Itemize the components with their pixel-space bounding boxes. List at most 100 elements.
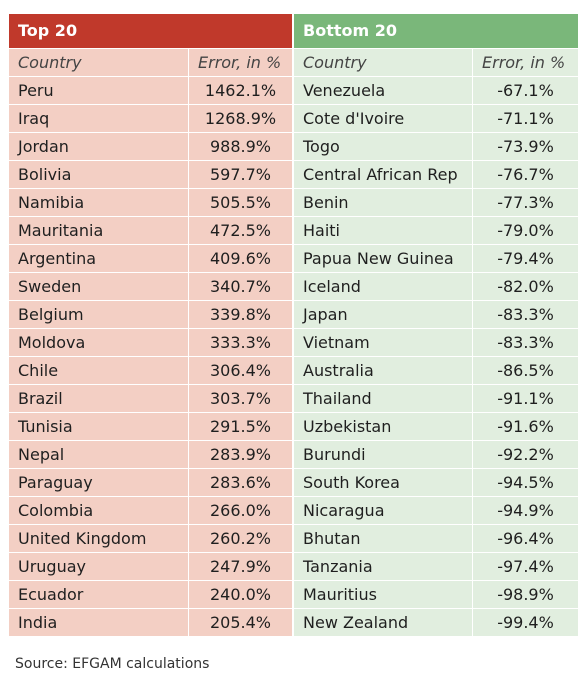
error-cell: 333.3% <box>188 329 292 356</box>
top-20-header-row: Country Error, in % <box>9 48 292 76</box>
country-cell: Belgium <box>18 305 84 324</box>
bottom-20-rows: Venezuela -67.1% Cote d'Ivoire -71.1% Togo -7… <box>294 76 578 636</box>
country-column-header: Country <box>18 53 82 72</box>
error-column-header: Error, in % <box>188 49 292 76</box>
error-cell: -97.4% <box>472 553 578 580</box>
error-cell: -91.1% <box>472 385 578 412</box>
error-cell: -67.1% <box>472 77 578 104</box>
table-row: Brazil 303.7% <box>9 384 292 412</box>
error-cell: -98.9% <box>472 581 578 608</box>
table-row: Nicaragua -94.9% <box>294 496 578 524</box>
table-row: India 205.4% <box>9 608 292 636</box>
error-cell: -83.3% <box>472 329 578 356</box>
table-row: Peru 1462.1% <box>9 76 292 104</box>
table-row: Australia -86.5% <box>294 356 578 384</box>
error-cell: 240.0% <box>188 581 292 608</box>
country-cell: New Zealand <box>303 613 409 632</box>
country-cell: Benin <box>303 193 349 212</box>
error-cell: 597.7% <box>188 161 292 188</box>
error-cell: -77.3% <box>472 189 578 216</box>
error-cell: 306.4% <box>188 357 292 384</box>
table-row: United Kingdom 260.2% <box>9 524 292 552</box>
error-cell: 988.9% <box>188 133 292 160</box>
country-cell: Central African Rep <box>303 165 458 184</box>
country-cell: Thailand <box>303 389 372 408</box>
error-cell: 1268.9% <box>188 105 292 132</box>
table-row: Benin -77.3% <box>294 188 578 216</box>
error-cell: -92.2% <box>472 441 578 468</box>
error-cell: 409.6% <box>188 245 292 272</box>
table-row: Haiti -79.0% <box>294 216 578 244</box>
country-cell: India <box>18 613 58 632</box>
table-row: Cote d'Ivoire -71.1% <box>294 104 578 132</box>
table-row: Jordan 988.9% <box>9 132 292 160</box>
table-row: Tanzania -97.4% <box>294 552 578 580</box>
country-cell: Vietnam <box>303 333 370 352</box>
country-cell: Japan <box>303 305 348 324</box>
error-cell: 283.9% <box>188 441 292 468</box>
country-cell: Moldova <box>18 333 86 352</box>
error-cell: 303.7% <box>188 385 292 412</box>
table-row: Uruguay 247.9% <box>9 552 292 580</box>
top-20-rows: Peru 1462.1% Iraq 1268.9% Jordan 988.9% Bolivi… <box>9 76 292 636</box>
table-row: Colombia 266.0% <box>9 496 292 524</box>
table-row: Thailand -91.1% <box>294 384 578 412</box>
table-row: Belgium 339.8% <box>9 300 292 328</box>
error-cell: 472.5% <box>188 217 292 244</box>
table-row: Venezuela -67.1% <box>294 76 578 104</box>
bottom-20-title: Bottom 20 <box>294 14 578 48</box>
country-cell: Uzbekistan <box>303 417 392 436</box>
error-cell: -79.4% <box>472 245 578 272</box>
country-cell: Paraguay <box>18 473 93 492</box>
country-cell: Uruguay <box>18 557 86 576</box>
country-cell: Tunisia <box>18 417 73 436</box>
table-row: Moldova 333.3% <box>9 328 292 356</box>
table-row: Iceland -82.0% <box>294 272 578 300</box>
table-row: Mauritania 472.5% <box>9 216 292 244</box>
country-cell: Jordan <box>18 137 69 156</box>
country-cell: Cote d'Ivoire <box>303 109 405 128</box>
error-cell: 260.2% <box>188 525 292 552</box>
country-cell: Bhutan <box>303 529 361 548</box>
error-cell: 205.4% <box>188 609 292 636</box>
error-cell: 505.5% <box>188 189 292 216</box>
error-cell: -96.4% <box>472 525 578 552</box>
error-cell: -94.5% <box>472 469 578 496</box>
country-cell: Togo <box>303 137 340 156</box>
table-row: Paraguay 283.6% <box>9 468 292 496</box>
table-row: Namibia 505.5% <box>9 188 292 216</box>
error-cell: -82.0% <box>472 273 578 300</box>
country-cell: Tanzania <box>303 557 373 576</box>
top-20-title: Top 20 <box>9 14 292 48</box>
country-cell: Mauritania <box>18 221 104 240</box>
table-row: Ecuador 240.0% <box>9 580 292 608</box>
country-cell: Namibia <box>18 193 85 212</box>
error-cell: 283.6% <box>188 469 292 496</box>
country-cell: Ecuador <box>18 585 84 604</box>
error-cell: -86.5% <box>472 357 578 384</box>
table-row: Nepal 283.9% <box>9 440 292 468</box>
table-row: Mauritius -98.9% <box>294 580 578 608</box>
source-note: Source: EFGAM calculations <box>15 656 210 672</box>
country-cell: Peru <box>18 81 54 100</box>
error-cell: 266.0% <box>188 497 292 524</box>
country-cell: Bolivia <box>18 165 72 184</box>
table-row: Tunisia 291.5% <box>9 412 292 440</box>
table-row: Burundi -92.2% <box>294 440 578 468</box>
table-row: Argentina 409.6% <box>9 244 292 272</box>
error-cell: -79.0% <box>472 217 578 244</box>
error-cell: 247.9% <box>188 553 292 580</box>
error-cell: -76.7% <box>472 161 578 188</box>
country-cell: Colombia <box>18 501 94 520</box>
country-cell: Iraq <box>18 109 50 128</box>
country-cell: Nicaragua <box>303 501 385 520</box>
country-cell: Argentina <box>18 249 97 268</box>
table-row: Togo -73.9% <box>294 132 578 160</box>
country-cell: Papua New Guinea <box>303 249 454 268</box>
table-row: Central African Rep -76.7% <box>294 160 578 188</box>
table-row: Uzbekistan -91.6% <box>294 412 578 440</box>
table-row: Papua New Guinea -79.4% <box>294 244 578 272</box>
error-cell: 339.8% <box>188 301 292 328</box>
error-cell: 1462.1% <box>188 77 292 104</box>
table-row: Bhutan -96.4% <box>294 524 578 552</box>
